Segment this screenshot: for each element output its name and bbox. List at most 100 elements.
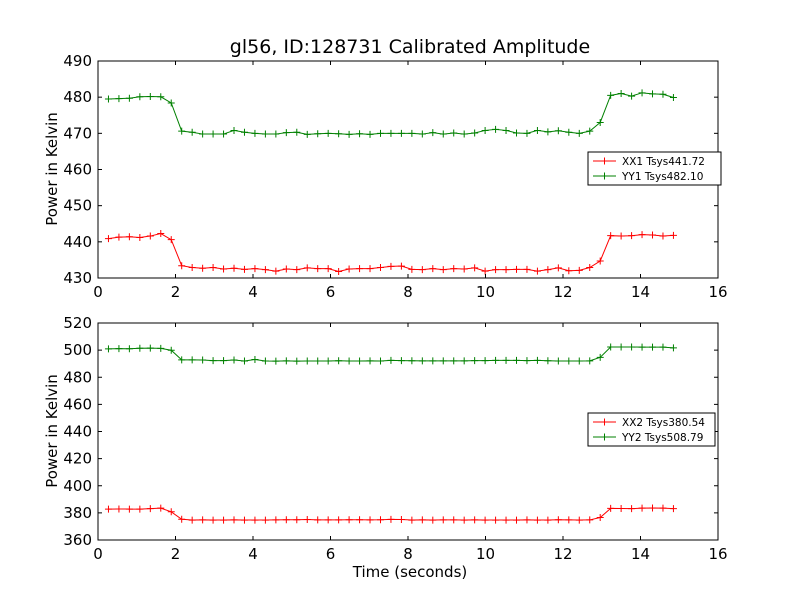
top-series-1-point (533, 126, 541, 134)
top-series-0-point (104, 235, 112, 243)
bottom-series-1-point (356, 357, 364, 365)
top-panel: Power in Kelvin 0 2 4 6 8 10 12 14 16 430 440 450 46… (43, 52, 728, 301)
bottom-series-0-point (513, 516, 520, 524)
bottom-series-1-point (659, 343, 667, 351)
bottom-series-1-point (209, 357, 217, 365)
top-series-0-point (439, 266, 447, 274)
top-series-1-point (502, 126, 510, 134)
top-series-0-point (586, 264, 594, 272)
bottom-ytick-label: 520 (63, 314, 92, 332)
bottom-series-1-point (397, 357, 405, 365)
top-series-1-point (460, 130, 468, 138)
top-series-1-point (554, 127, 562, 135)
top-xtick-label: 8 (403, 283, 413, 301)
bottom-series-1-point (178, 356, 186, 364)
bottom-series-1-point (523, 357, 531, 365)
bottom-series-1-point (376, 357, 384, 365)
bottom-series-1-point (513, 356, 520, 364)
top-series-1-point (146, 92, 154, 100)
top-series-1-point (638, 89, 646, 97)
bottom-series-0-point (481, 516, 489, 524)
top-series-0-point (659, 232, 667, 240)
bottom-series-0-point (272, 516, 280, 524)
top-series-1-point (607, 91, 615, 99)
bottom-xtick-label: 14 (631, 545, 650, 563)
bottom-series-1-point (157, 344, 165, 352)
bottom-series-1-point (335, 357, 343, 365)
bottom-series-0-point (125, 505, 133, 513)
bottom-ytick-label: 460 (63, 395, 92, 413)
bottom-series-1-point (167, 346, 175, 354)
top-series-1-point (314, 130, 322, 138)
top-series-1-point (492, 125, 500, 133)
bottom-series-1-point (324, 357, 332, 365)
top-series-1-point (481, 126, 489, 134)
top-series-1-point (523, 129, 531, 137)
top-series-1-point (596, 118, 604, 126)
bottom-series-1-point (303, 357, 311, 365)
bottom-xtick-label: 0 (93, 545, 103, 563)
bottom-xtick-label: 2 (171, 545, 181, 563)
bottom-series-0-point (220, 516, 228, 524)
top-legend-box (587, 151, 722, 186)
bottom-xtick-label: 4 (248, 545, 258, 563)
top-series-1-point (230, 126, 238, 134)
bottom-series-1-point (596, 353, 604, 361)
bottom-series-1-point (240, 357, 248, 365)
bottom-series-0-point (649, 504, 657, 512)
bottom-series-0-point (199, 516, 207, 524)
top-xtick-label: 6 (326, 283, 336, 301)
top-series-1-point (220, 130, 228, 138)
top-xtick-label: 12 (553, 283, 572, 301)
top-series-0-point (575, 266, 583, 274)
bottom-ytick-label: 380 (63, 504, 92, 522)
bottom-series-0-point (282, 516, 290, 524)
bottom-series-1-point (293, 357, 301, 365)
top-series-0-point (617, 232, 625, 240)
top-series-0-point (199, 264, 207, 272)
top-series-1-point (199, 130, 207, 138)
top-series-1-point (575, 129, 583, 137)
top-series-0-point (167, 236, 175, 244)
top-series-1-point (649, 90, 657, 98)
bottom-series-1-point (418, 357, 426, 365)
bottom-series-1-point (481, 357, 489, 365)
bottom-series-1-point (146, 344, 154, 352)
bottom-series-0-point (460, 516, 468, 524)
top-series-0-point (220, 265, 228, 273)
bottom-series-0-point (167, 508, 175, 516)
top-series-1-point (345, 130, 353, 138)
bottom-series-1-point (366, 357, 374, 365)
top-series-1-point (513, 129, 520, 137)
bottom-series-1-point (220, 357, 228, 365)
top-series-0-point (303, 264, 311, 272)
bottom-series-0-point (492, 516, 500, 524)
top-series-1-point (387, 129, 395, 137)
bottom-series-1-point (575, 357, 583, 365)
top-series-1-point (293, 128, 301, 136)
top-series-0-point (146, 232, 154, 240)
bottom-legend-marker-1 (601, 433, 608, 441)
bottom-series-1-point (387, 356, 395, 364)
top-series-0-point (157, 230, 165, 238)
top-series-0-point (513, 265, 520, 273)
top-series-0-point (418, 266, 426, 274)
top-legend-label-1: YY1 Tsys482.10 (621, 171, 703, 183)
top-ytick-label: 460 (63, 161, 92, 179)
top-series-1-point (366, 130, 374, 138)
top-series-1-point (188, 128, 196, 136)
bottom-series-0-point (157, 504, 165, 512)
top-series-1-point (261, 130, 269, 138)
bottom-xtick-label: 6 (326, 545, 336, 563)
bottom-series-0-point (617, 505, 625, 513)
bottom-series-1-point (586, 357, 594, 365)
top-series-1-point (356, 130, 364, 138)
top-series-0-point (397, 262, 405, 270)
bottom-series-1-point (115, 345, 123, 353)
bottom-ytick-label: 360 (63, 531, 92, 549)
bottom-xtick-label: 12 (553, 545, 572, 563)
bottom-series-0-point (104, 505, 112, 513)
top-series-0-point (596, 257, 604, 265)
bottom-series-0-point (596, 513, 604, 521)
